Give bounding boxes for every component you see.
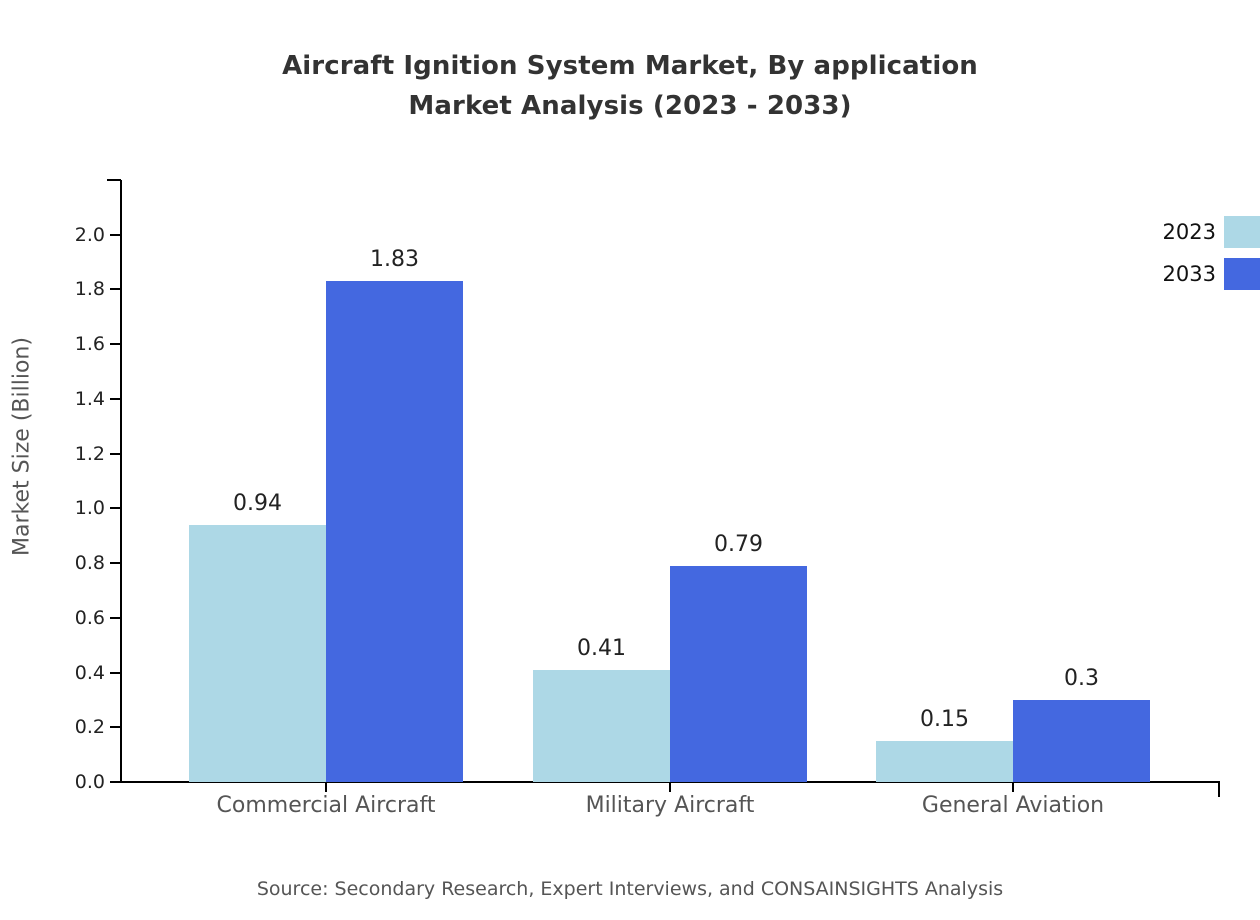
- bar-2033-commercial-aircraft[interactable]: [326, 281, 463, 782]
- y-axis-spine: [120, 180, 122, 782]
- y-tick-mark: [110, 507, 121, 510]
- y-tick-label: 2.0: [74, 223, 105, 246]
- bar-value-label: 0.94: [233, 490, 282, 516]
- bar-2023-commercial-aircraft[interactable]: [189, 524, 326, 782]
- y-tick-mark: [110, 671, 121, 674]
- bar-value-label: 0.3: [1064, 665, 1099, 691]
- x-category-label: Military Aircraft: [585, 793, 755, 818]
- legend-label-2033: 2033: [1162, 262, 1216, 286]
- x-tick-mark: [1012, 783, 1014, 792]
- bar-2033-military-aircraft[interactable]: [670, 565, 807, 782]
- legend-swatch-2033: [1224, 258, 1260, 290]
- x-tick-mark: [325, 783, 327, 792]
- source-note: Source: Secondary Research, Expert Inter…: [256, 878, 1004, 900]
- y-tick-mark: [110, 726, 121, 729]
- y-tick-label: 0.4: [74, 661, 105, 684]
- x-category-label: Commercial Aircraft: [216, 793, 436, 818]
- x-category-label: General Aviation: [921, 793, 1105, 818]
- y-tick-label: 1.2: [74, 442, 105, 465]
- bar-2023-military-aircraft[interactable]: [533, 669, 670, 782]
- x-tick-mark: [669, 783, 671, 792]
- y-tick-label: 1.6: [74, 333, 105, 356]
- y-tick-mark: [110, 288, 121, 291]
- chart-title-line-2: Market Analysis (2023 - 2033): [408, 91, 852, 121]
- y-axis-top-cap: [107, 179, 121, 181]
- y-tick-label: 1.8: [74, 278, 105, 301]
- legend-item-2033[interactable]: 2033: [1130, 256, 1260, 292]
- y-tick-mark: [110, 452, 121, 455]
- y-tick-label: 0.0: [74, 771, 105, 793]
- y-tick-label: 1.4: [74, 387, 105, 410]
- bar-value-label: 1.83: [370, 247, 419, 273]
- x-axis-spine: [120, 781, 1220, 783]
- y-tick-mark: [110, 616, 121, 619]
- chart-title-line-1: Aircraft Ignition System Market, By appl…: [282, 51, 978, 81]
- bar-2033-general-aviation[interactable]: [1013, 699, 1150, 782]
- legend-item-2023[interactable]: 2023: [1130, 214, 1260, 250]
- chart-legend: 2023 2033: [1130, 214, 1260, 306]
- legend-label-2023: 2023: [1162, 220, 1216, 244]
- y-tick-label: 0.8: [74, 552, 105, 575]
- y-tick-label: 0.6: [74, 606, 105, 629]
- y-tick-mark: [110, 562, 121, 565]
- y-tick-label: 0.2: [74, 716, 105, 739]
- bar-2023-general-aviation[interactable]: [876, 740, 1013, 782]
- bar-value-label: 0.79: [714, 531, 763, 557]
- y-tick-mark: [110, 343, 121, 346]
- y-tick-label: 1.0: [74, 497, 105, 520]
- bar-value-label: 0.15: [920, 706, 969, 732]
- legend-swatch-2023: [1224, 216, 1260, 248]
- y-tick-mark: [110, 781, 121, 783]
- x-axis-end-cap: [1218, 783, 1220, 797]
- y-tick-mark: [110, 397, 121, 400]
- bar-value-label: 0.41: [577, 635, 626, 661]
- y-tick-mark: [110, 233, 121, 236]
- chart-title: Aircraft Ignition System Market, By appl…: [0, 46, 1260, 126]
